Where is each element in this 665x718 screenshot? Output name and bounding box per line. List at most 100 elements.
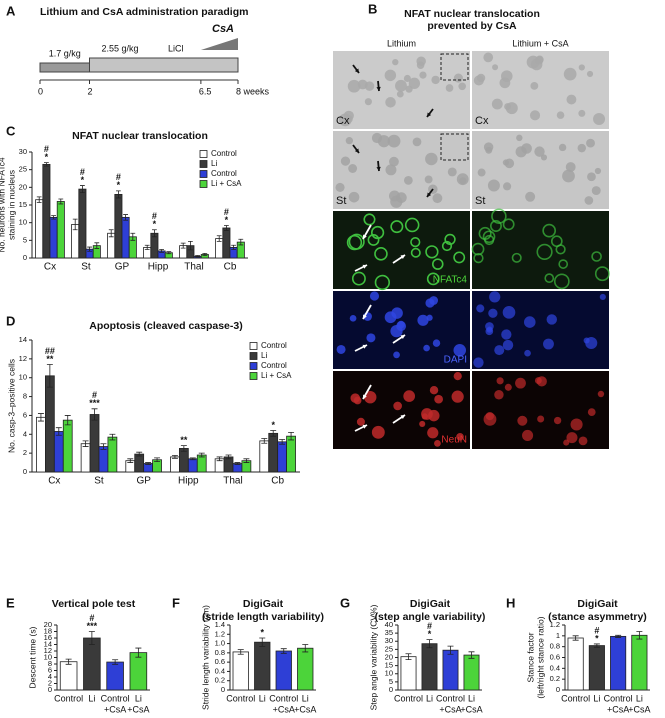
legend-swatch <box>249 362 258 370</box>
error-bar <box>225 454 232 460</box>
cell <box>425 245 439 259</box>
x-tick-label: Control <box>269 693 298 703</box>
error-bar <box>127 458 134 463</box>
bar <box>610 635 627 691</box>
error-bar <box>44 162 49 167</box>
significance: # <box>92 390 97 400</box>
arrowhead <box>376 86 381 91</box>
error-bar <box>405 653 412 661</box>
bar <box>62 419 73 473</box>
x-tick-label: Control <box>561 693 590 703</box>
error-bar <box>224 225 229 231</box>
y-tick-label: 0.2 <box>550 674 560 683</box>
y-tick-label: 1 <box>556 631 560 640</box>
y-axis-label: No. casp-3–positive cells <box>6 359 16 453</box>
error-bar <box>259 637 266 647</box>
significance: ## <box>45 346 55 356</box>
y-axis-label: staining in nucleus <box>6 170 16 240</box>
cell <box>453 372 462 381</box>
error-bar <box>279 439 286 445</box>
x-tick-label: Control <box>54 693 83 703</box>
cell <box>563 67 577 81</box>
x-tick-label: 2 <box>88 86 93 96</box>
x-tick-label: St <box>94 476 104 487</box>
y-tick-label: 10 <box>385 669 393 678</box>
chart-title: (step angle variability) <box>375 611 486 623</box>
error-bar <box>100 443 107 450</box>
cell <box>515 377 526 389</box>
x-tick-label: Thal <box>184 262 203 273</box>
y-axis-label: No. neurons with NFATc4 <box>0 157 6 253</box>
cell <box>563 439 570 446</box>
cell <box>483 412 497 426</box>
cell <box>566 432 578 444</box>
cell <box>389 156 399 167</box>
x-tick-label: 6.5 <box>199 86 212 96</box>
x-tick-label: Li <box>468 693 475 703</box>
error-bar <box>94 242 100 249</box>
bar <box>107 436 118 473</box>
cell <box>534 146 545 157</box>
y-tick-label: 4 <box>23 429 27 438</box>
error-bar <box>270 430 277 437</box>
panel-letter: F <box>172 595 180 610</box>
cell <box>348 191 360 203</box>
x-tick-label: Li <box>302 693 309 703</box>
y-tick-label: 1.4 <box>215 620 225 629</box>
x-tick-label: Thal <box>223 476 242 487</box>
cell <box>390 220 404 234</box>
dose-bar <box>89 57 239 73</box>
cell <box>370 225 385 240</box>
error-bar <box>198 452 205 458</box>
x-tick-label: +CsA <box>273 704 295 714</box>
y-tick-label: 0.2 <box>215 676 225 685</box>
cell <box>453 73 463 83</box>
x-tick-label: +CsA <box>460 704 482 714</box>
error-bar <box>234 462 241 465</box>
bar <box>59 661 78 691</box>
bar <box>232 651 249 691</box>
legend-label: Li + CsA <box>211 179 242 188</box>
chart-title: (stance asymmetry) <box>548 611 647 623</box>
cell <box>487 179 500 192</box>
cell <box>525 191 536 202</box>
y-tick-label: 30 <box>19 147 27 156</box>
bar <box>588 645 605 691</box>
x-tick-label: +CsA <box>607 704 629 714</box>
cell <box>392 58 399 66</box>
error-bar <box>37 413 44 422</box>
arrowhead <box>363 234 367 239</box>
bar <box>121 216 130 259</box>
cell <box>453 344 467 357</box>
y-axis-label: Descent time (s) <box>27 626 37 688</box>
x-tick-label: Control <box>226 693 255 703</box>
column-label: Lithium + CsA <box>512 38 568 48</box>
arrowhead <box>400 335 405 339</box>
legend-swatch <box>199 160 208 168</box>
error-bar <box>261 438 268 444</box>
cell <box>345 115 353 123</box>
y-tick-label: 25 <box>385 644 393 653</box>
x-tick-label: Cb <box>271 476 284 487</box>
cell <box>583 337 590 344</box>
cell <box>587 172 596 182</box>
significance: ** <box>180 435 188 445</box>
micrograph <box>472 131 609 209</box>
cell <box>515 146 527 158</box>
bar <box>36 416 46 473</box>
bar <box>35 199 44 259</box>
y-tick-label: 35 <box>385 628 393 637</box>
arrowhead <box>354 68 359 73</box>
region-label: Cx <box>475 115 489 127</box>
significance: # <box>594 625 599 635</box>
cell <box>494 390 504 400</box>
error-bar <box>145 462 152 465</box>
legend-label: Control <box>211 149 237 158</box>
y-axis-label: Stride length variability (cm) <box>200 605 210 710</box>
cell <box>346 234 363 251</box>
x-tick-label: St <box>81 262 91 273</box>
cell <box>431 75 440 85</box>
cell <box>503 182 512 191</box>
arrowhead <box>362 264 367 269</box>
